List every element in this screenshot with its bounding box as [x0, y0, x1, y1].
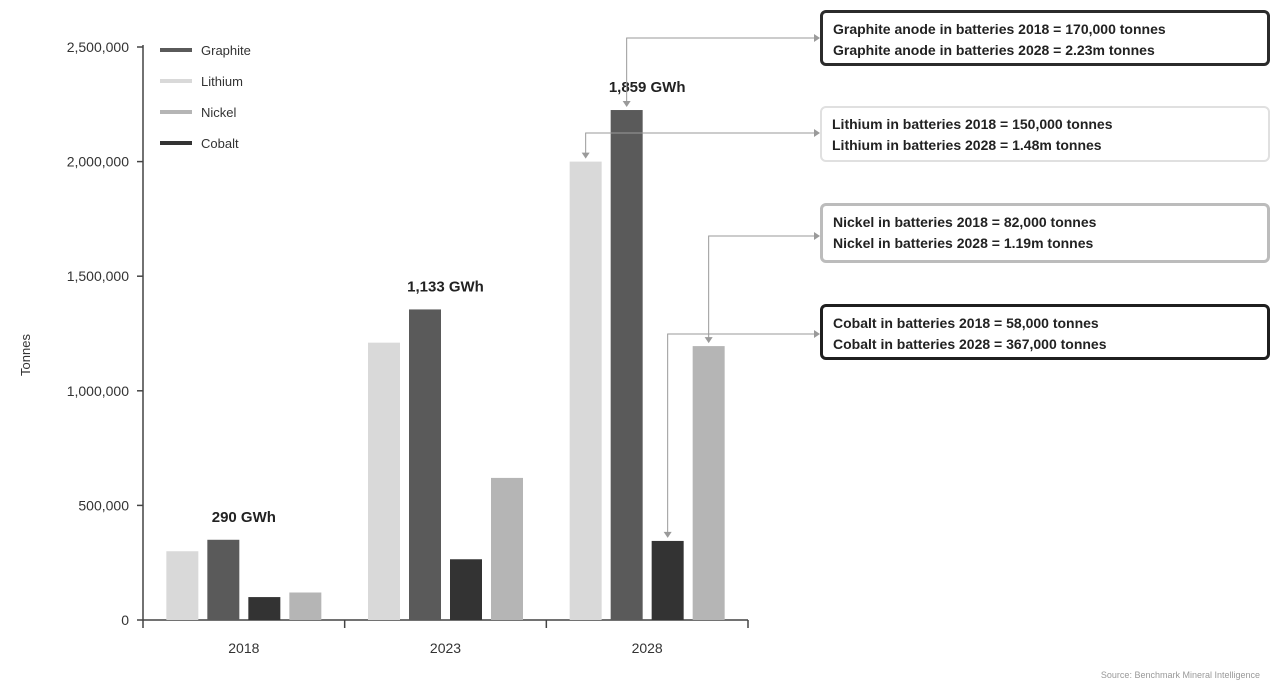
callout-lithium: Lithium in batteries 2018 = 150,000 tonn…: [820, 106, 1270, 162]
connector-arrow-box-lithium: [814, 129, 820, 137]
gwh-label-2018: 290 GWh: [212, 509, 276, 526]
callout-cobalt-line-2: Cobalt in batteries 2028 = 367,000 tonne…: [833, 336, 1107, 352]
legend-swatch-lithium: [160, 79, 192, 83]
callout-graphite: Graphite anode in batteries 2018 = 170,0…: [820, 10, 1270, 66]
x-tick-label: 2023: [430, 640, 461, 656]
bar-lithium-2018: [166, 551, 199, 620]
bar-cobalt-2023: [450, 559, 482, 620]
connector-arrow-graphite: [622, 101, 631, 108]
callout-graphite-line-1: Graphite anode in batteries 2018 = 170,0…: [833, 21, 1166, 37]
connector-nickel: [708, 235, 814, 343]
legend-label-graphite: Graphite: [201, 43, 251, 58]
y-tick-label: 0: [121, 612, 129, 628]
y-tick-label: 500,000: [78, 497, 129, 513]
gwh-label-2028: 1,859 GWh: [609, 79, 686, 96]
bar-nickel-2028: [692, 346, 725, 620]
legend-swatch-nickel: [160, 110, 192, 114]
y-tick-label: 1,500,000: [67, 268, 129, 284]
legend: Graphite Lithium Nickel Cobalt: [160, 43, 251, 151]
y-axis-title: Tonnes: [18, 334, 33, 376]
legend-swatch-graphite: [160, 48, 192, 52]
callout-cobalt-line-1: Cobalt in batteries 2018 = 58,000 tonnes: [833, 315, 1099, 331]
x-tick-label: 2028: [632, 640, 663, 656]
bar-lithium-2023: [368, 342, 400, 620]
legend-label-nickel: Nickel: [201, 105, 237, 120]
gwh-annotations: 290 GWh 1,133 GWh 1,859 GWh: [212, 79, 686, 526]
callout-lithium-line-2: Lithium in batteries 2028 = 1.48m tonnes: [832, 137, 1102, 153]
connector-arrow-box-nickel: [814, 232, 820, 240]
x-tick-label: 2018: [228, 640, 259, 656]
gwh-label-2023: 1,133 GWh: [407, 278, 484, 295]
y-tick-label: 2,500,000: [67, 39, 129, 55]
legend-label-lithium: Lithium: [201, 74, 243, 89]
x-axis: 2018 2023 2028: [142, 619, 749, 656]
connector-lithium: [585, 132, 814, 158]
bar-nickel-2018: [289, 592, 322, 620]
callout-nickel-line-2: Nickel in batteries 2028 = 1.19m tonnes: [833, 235, 1094, 251]
legend-swatch-cobalt: [160, 141, 192, 145]
y-axis: 0 500,000 1,000,000 1,500,000 2,000,000 2,500…: [67, 39, 144, 628]
bar-graphite-2023: [409, 309, 441, 620]
bar-cobalt-2028: [651, 540, 684, 620]
connector-arrow-box-graphite: [814, 34, 820, 42]
bar-cobalt-2018: [248, 597, 281, 620]
connector-arrow-cobalt: [663, 531, 672, 538]
callout-cobalt: Cobalt in batteries 2018 = 58,000 tonnes…: [820, 304, 1270, 360]
connector-arrow-box-cobalt: [814, 330, 820, 338]
connector-arrow-nickel: [704, 337, 713, 344]
legend-label-cobalt: Cobalt: [201, 136, 239, 151]
y-tick-label: 2,000,000: [67, 154, 129, 170]
callout-nickel: Nickel in batteries 2018 = 82,000 tonnes…: [820, 203, 1270, 263]
connector-graphite: [626, 37, 814, 107]
bar-graphite-2018: [207, 539, 240, 620]
callout-lithium-line-1: Lithium in batteries 2018 = 150,000 tonn…: [832, 116, 1113, 132]
callout-nickel-line-1: Nickel in batteries 2018 = 82,000 tonnes: [833, 214, 1097, 230]
bars: [166, 110, 725, 620]
callout-connectors: [581, 34, 820, 538]
connector-cobalt: [667, 333, 814, 537]
bar-nickel-2023: [491, 477, 523, 620]
bar-graphite-2028: [610, 110, 643, 620]
source-note: Source: Benchmark Mineral Intelligence: [1100, 670, 1260, 680]
connector-arrow-lithium: [581, 152, 590, 159]
y-tick-label: 1,000,000: [67, 383, 129, 399]
callout-graphite-line-2: Graphite anode in batteries 2028 = 2.23m…: [833, 42, 1155, 58]
bar-lithium-2028: [569, 161, 602, 620]
